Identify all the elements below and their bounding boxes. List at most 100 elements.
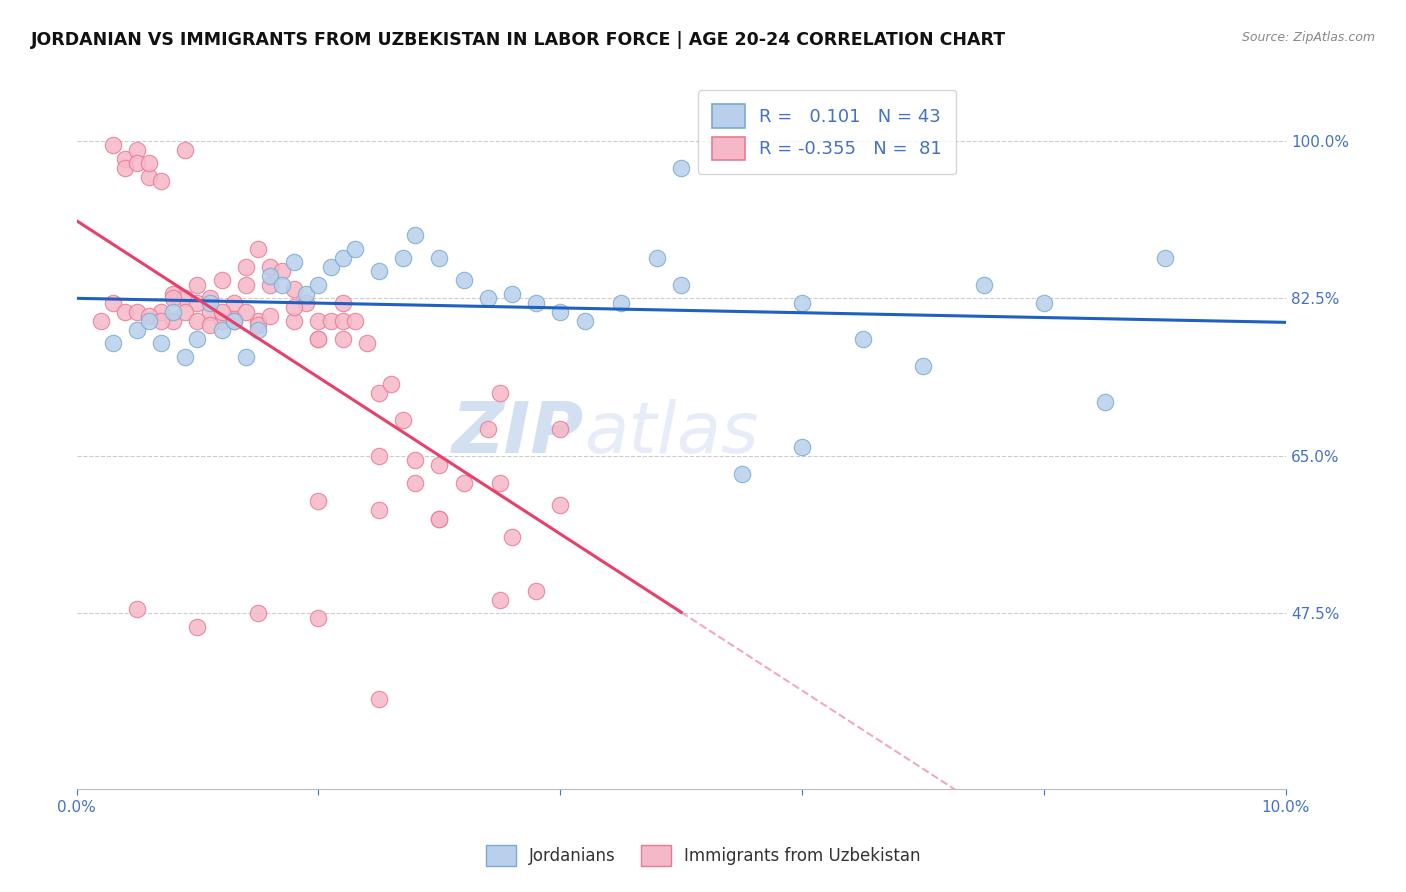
Point [114,152,136,166]
Point [186,620,208,634]
Point [125,156,148,170]
Point [295,286,318,301]
Point [222,311,245,326]
Point [392,251,415,265]
Point [429,512,451,526]
Point [367,264,389,278]
Point [174,143,197,157]
Point [283,255,305,269]
Point [912,359,935,373]
Point [198,304,221,318]
Point [295,295,318,310]
Point [307,494,329,508]
Point [731,467,754,481]
Point [453,475,475,490]
Point [150,336,173,351]
Point [101,295,124,310]
Text: ZIP: ZIP [453,399,585,467]
Point [211,314,233,328]
Point [174,350,197,364]
Point [162,314,184,328]
Point [211,323,233,337]
Point [271,277,294,292]
Point [150,174,173,188]
Point [186,295,208,310]
Point [307,332,329,346]
Point [524,295,547,310]
Point [186,332,208,346]
Point [524,583,547,598]
Point [114,304,136,318]
Point [380,376,402,391]
Point [246,318,269,333]
Point [429,251,451,265]
Point [489,475,512,490]
Point [332,332,354,346]
Point [1033,295,1056,310]
Point [307,332,329,346]
Point [319,314,342,328]
Legend: R =   0.101   N = 43, R = -0.355   N =  81: R = 0.101 N = 43, R = -0.355 N = 81 [697,90,956,174]
Point [186,277,208,292]
Point [550,499,572,513]
Point [792,295,814,310]
Point [367,692,389,706]
Point [125,304,148,318]
Point [671,161,693,175]
Point [246,242,269,256]
Point [259,309,281,323]
Point [489,385,512,400]
Point [574,314,596,328]
Point [198,291,221,305]
Point [259,260,281,274]
Point [404,228,426,243]
Point [792,440,814,454]
Point [125,323,148,337]
Point [235,277,257,292]
Text: Source: ZipAtlas.com: Source: ZipAtlas.com [1241,31,1375,45]
Point [162,286,184,301]
Point [150,304,173,318]
Point [489,593,512,607]
Point [852,332,875,346]
Point [174,304,197,318]
Point [453,273,475,287]
Point [138,309,160,323]
Point [367,503,389,517]
Point [246,323,269,337]
Point [356,336,378,351]
Point [138,314,160,328]
Point [162,291,184,305]
Point [404,475,426,490]
Point [125,602,148,616]
Point [198,295,221,310]
Point [198,318,221,333]
Point [246,314,269,328]
Point [211,304,233,318]
Point [259,268,281,283]
Point [332,251,354,265]
Point [138,156,160,170]
Text: atlas: atlas [585,399,759,467]
Point [101,336,124,351]
Point [501,286,523,301]
Point [174,291,197,305]
Point [283,282,305,296]
Point [259,277,281,292]
Point [332,314,354,328]
Legend: Jordanians, Immigrants from Uzbekistan: Jordanians, Immigrants from Uzbekistan [479,838,927,873]
Point [307,277,329,292]
Point [477,422,499,436]
Point [319,260,342,274]
Point [973,277,995,292]
Point [610,295,633,310]
Point [222,295,245,310]
Text: JORDANIAN VS IMMIGRANTS FROM UZBEKISTAN IN LABOR FORCE | AGE 20-24 CORRELATION C: JORDANIAN VS IMMIGRANTS FROM UZBEKISTAN … [31,31,1007,49]
Point [501,530,523,544]
Point [222,314,245,328]
Point [392,413,415,427]
Point [367,385,389,400]
Point [283,300,305,314]
Point [162,304,184,318]
Point [235,304,257,318]
